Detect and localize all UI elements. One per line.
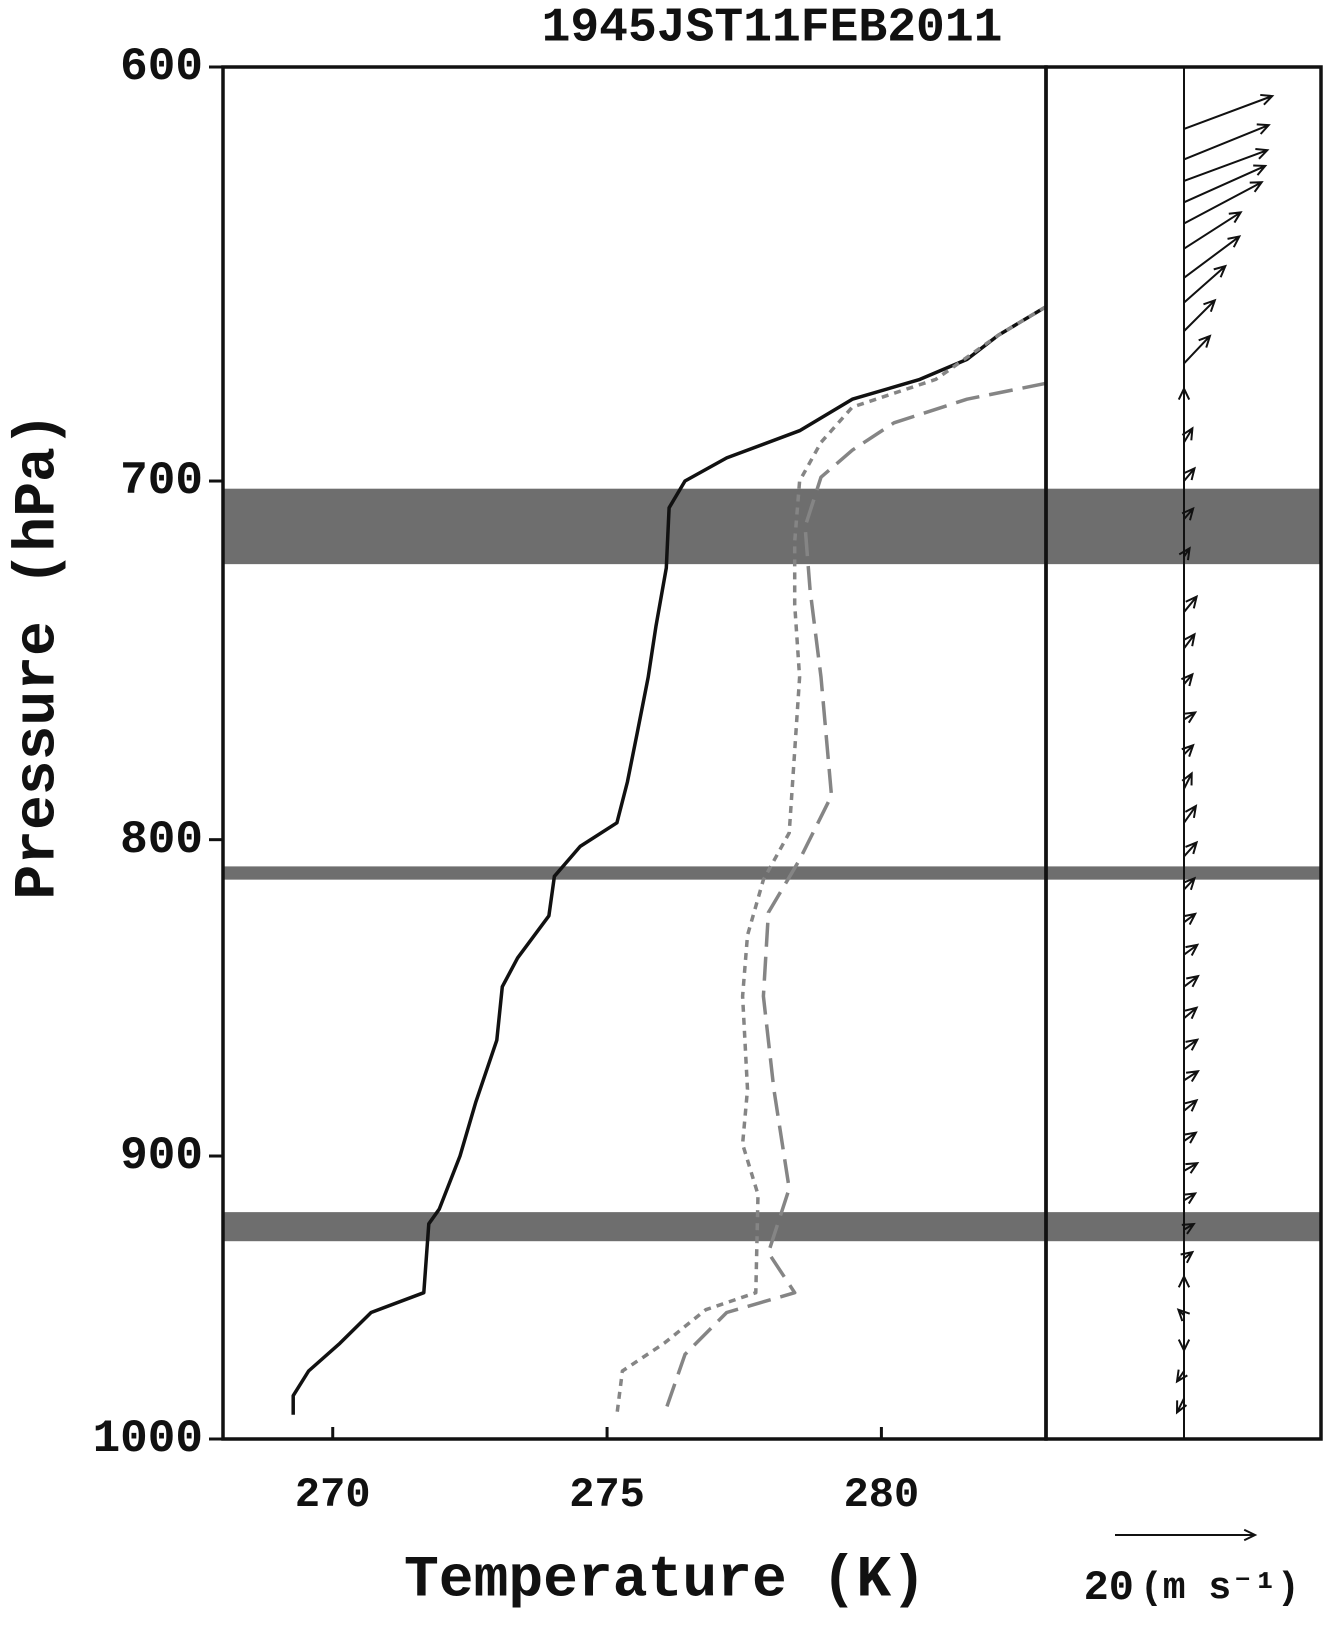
y-axis-label: Pressure (hPa): [6, 412, 71, 899]
y-tick-label: 600: [120, 41, 203, 93]
wind-arrow: [1183, 147, 1270, 182]
wind-reference-arrow: [1115, 1528, 1258, 1542]
shaded-band: [223, 866, 1321, 880]
wind-arrow: [1175, 1369, 1188, 1384]
profile-line: [662, 381, 1047, 1416]
y-tick-label: 800: [120, 814, 203, 866]
wind-arrow: [1183, 466, 1196, 482]
wind-arrow: [1183, 1162, 1200, 1174]
wind-arrow: [1183, 181, 1264, 225]
wind-arrow: [1181, 743, 1195, 757]
wind-arrow: [1180, 1250, 1195, 1264]
wind-arrow: [1183, 804, 1198, 824]
wind-arrow: [1183, 1070, 1200, 1083]
wind-arrow: [1175, 1397, 1188, 1415]
profile-line: [291, 305, 1047, 1415]
wind-arrow: [1183, 211, 1243, 250]
y-tick-label: 700: [120, 455, 203, 507]
wind-arrow: [1183, 334, 1212, 365]
wind-arrow: [1183, 840, 1199, 858]
wind-arrow: [1183, 594, 1199, 613]
wind-arrow: [1183, 1098, 1199, 1112]
wind-arrow: [1181, 1222, 1196, 1235]
chart-title: 1945JST11FEB2011: [542, 2, 1003, 56]
x-tick-label: 280: [844, 1471, 920, 1519]
wind-arrow: [1176, 1308, 1191, 1322]
wind-arrow: [1183, 943, 1200, 956]
wind-arrow: [1183, 235, 1242, 279]
wind-arrow: [1183, 164, 1268, 204]
wind-arrow: [1180, 672, 1194, 687]
wind-arrow: [1177, 386, 1191, 400]
wind-arrow: [1181, 426, 1194, 443]
x-tick-label: 270: [295, 1471, 371, 1519]
wind-arrow: [1178, 546, 1191, 561]
wind-arrow: [1183, 1006, 1199, 1020]
wind-arrow: [1183, 123, 1271, 161]
wind-arrow: [1183, 93, 1275, 130]
y-tick-label: 900: [120, 1130, 203, 1182]
wind-arrow: [1183, 632, 1196, 649]
profile-line: [615, 305, 1047, 1415]
x-tick-label: 275: [569, 1471, 645, 1519]
wind-reference-value: 20: [1084, 1564, 1134, 1612]
wind-arrow: [1183, 974, 1200, 988]
wind-arrow: [1181, 771, 1193, 790]
shaded-band: [223, 488, 1321, 565]
wind-arrow: [1182, 876, 1197, 891]
wind-arrow: [1183, 264, 1228, 304]
y-tick-label: 1000: [93, 1413, 203, 1465]
wind-arrow: [1181, 506, 1195, 521]
wind-arrow: [1183, 298, 1217, 332]
wind-arrow: [1177, 1274, 1191, 1288]
x-axis-label: Temperature (K): [404, 1548, 926, 1613]
wind-arrow: [1183, 1131, 1198, 1144]
wind-arrow: [1177, 1339, 1191, 1353]
wind-arrow: [1183, 912, 1198, 926]
wind-arrow: [1183, 711, 1198, 724]
wind-arrow: [1183, 1192, 1198, 1205]
wind-arrow: [1183, 1038, 1200, 1051]
wind-reference-unit: (m s⁻¹): [1140, 1567, 1300, 1610]
